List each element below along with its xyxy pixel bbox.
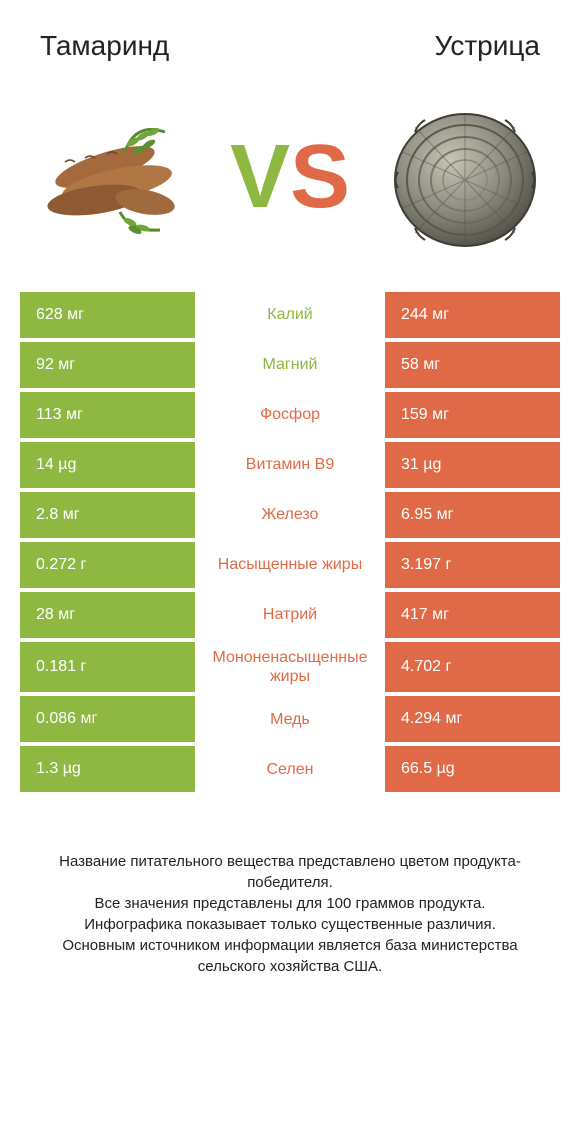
title-row: Тамаринд Устрица (0, 0, 580, 82)
vs-v: V (230, 132, 290, 222)
nutrient-row: 0.181 гМононенасыщенные жиры4.702 г (20, 642, 560, 692)
nutrient-name: Магний (195, 342, 385, 388)
footer-line-2: Все значения представлены для 100 граммо… (28, 893, 552, 914)
nutrient-row: 0.086 мгМедь4.294 мг (20, 696, 560, 742)
nutrient-name: Калий (195, 292, 385, 338)
title-right: Устрица (434, 30, 540, 62)
nutrient-name: Витамин B9 (195, 442, 385, 488)
nutrient-row: 0.272 гНасыщенные жиры3.197 г (20, 542, 560, 588)
right-value: 58 мг (385, 342, 560, 388)
nutrient-row: 14 µgВитамин B931 µg (20, 442, 560, 488)
title-left: Тамаринд (40, 30, 169, 62)
left-value: 92 мг (20, 342, 195, 388)
nutrient-table: 628 мгКалий244 мг92 мгМагний58 мг113 мгФ… (0, 292, 580, 796)
tamarind-image (35, 102, 200, 252)
footer-text: Название питательного вещества представл… (0, 796, 580, 977)
nutrient-row: 1.3 µgСелен66.5 µg (20, 746, 560, 792)
nutrient-name: Медь (195, 696, 385, 742)
left-value: 0.181 г (20, 642, 195, 692)
right-value: 66.5 µg (385, 746, 560, 792)
vs-label: VS (230, 132, 350, 222)
left-value: 0.272 г (20, 542, 195, 588)
right-value: 244 мг (385, 292, 560, 338)
left-value: 113 мг (20, 392, 195, 438)
footer-line-3: Инфографика показывает только существенн… (28, 914, 552, 935)
nutrient-name: Натрий (195, 592, 385, 638)
vs-s: S (290, 132, 350, 222)
nutrient-row: 92 мгМагний58 мг (20, 342, 560, 388)
right-value: 417 мг (385, 592, 560, 638)
nutrient-row: 2.8 мгЖелезо6.95 мг (20, 492, 560, 538)
left-value: 628 мг (20, 292, 195, 338)
footer-line-4: Основным источником информации является … (28, 935, 552, 977)
nutrient-row: 28 мгНатрий417 мг (20, 592, 560, 638)
right-value: 6.95 мг (385, 492, 560, 538)
nutrient-row: 113 мгФосфор159 мг (20, 392, 560, 438)
right-value: 4.294 мг (385, 696, 560, 742)
left-value: 2.8 мг (20, 492, 195, 538)
right-value: 31 µg (385, 442, 560, 488)
nutrient-row: 628 мгКалий244 мг (20, 292, 560, 338)
nutrient-name: Насыщенные жиры (195, 542, 385, 588)
right-value: 3.197 г (385, 542, 560, 588)
hero-row: VS (0, 82, 580, 292)
left-value: 14 µg (20, 442, 195, 488)
nutrient-name: Железо (195, 492, 385, 538)
nutrient-name: Фосфор (195, 392, 385, 438)
oyster-image (380, 102, 545, 252)
left-value: 0.086 мг (20, 696, 195, 742)
nutrient-name: Мононенасыщенные жиры (195, 642, 385, 692)
left-value: 28 мг (20, 592, 195, 638)
footer-line-1: Название питательного вещества представл… (28, 851, 552, 893)
nutrient-name: Селен (195, 746, 385, 792)
left-value: 1.3 µg (20, 746, 195, 792)
right-value: 4.702 г (385, 642, 560, 692)
right-value: 159 мг (385, 392, 560, 438)
